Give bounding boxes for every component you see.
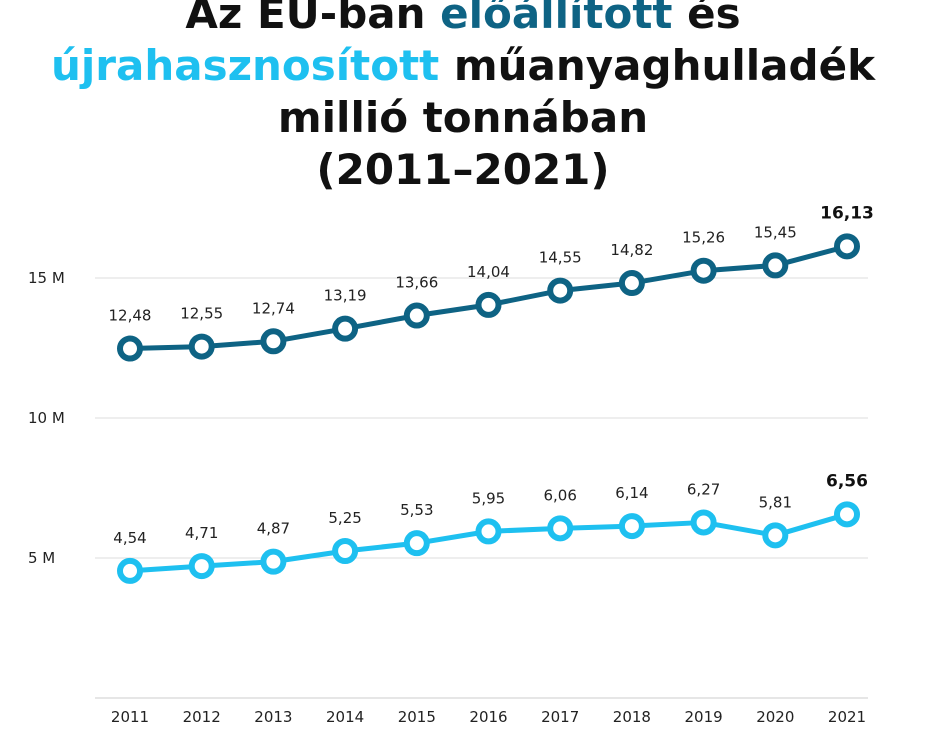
data-label-recycled: 5,25 xyxy=(328,509,361,527)
data-point-recycled xyxy=(332,538,359,564)
data-label-produced: 12,48 xyxy=(109,307,152,325)
data-point-produced xyxy=(475,291,502,318)
data-point-recycled xyxy=(117,557,143,584)
title-line-2: újrahasznosított műanyaghulladék xyxy=(0,40,926,92)
data-point-recycled xyxy=(690,509,717,536)
data-label-recycled: 6,06 xyxy=(543,486,576,504)
y-tick-label: 15 M xyxy=(28,269,65,287)
data-point-recycled xyxy=(834,501,860,528)
x-tick-label: 2012 xyxy=(183,708,221,726)
data-label-recycled: 4,71 xyxy=(185,524,218,542)
data-label-produced: 14,55 xyxy=(539,249,582,267)
data-point-produced xyxy=(618,270,645,297)
data-point-produced xyxy=(403,302,430,329)
x-tick-label: 2019 xyxy=(685,708,723,726)
data-label-produced: 14,82 xyxy=(610,241,653,259)
x-tick-label: 2016 xyxy=(469,708,507,726)
x-tick-label: 2014 xyxy=(326,708,364,726)
title-highlight-recycled: újrahasznosított xyxy=(50,41,440,90)
data-label-produced: 15,26 xyxy=(682,229,725,247)
data-point-produced xyxy=(834,233,860,260)
data-label-recycled: 4,87 xyxy=(257,520,290,538)
data-label-produced: 12,55 xyxy=(180,305,223,323)
data-point-produced xyxy=(547,277,574,304)
title-line-1: Az EU-ban előállított és xyxy=(0,0,926,40)
title-part-2: és xyxy=(672,0,741,38)
data-point-recycled xyxy=(188,553,215,580)
data-point-recycled xyxy=(762,522,789,549)
x-tick-label: 2021 xyxy=(828,708,866,726)
y-tick-label: 10 M xyxy=(28,409,65,427)
data-label-produced: 15,45 xyxy=(754,223,797,241)
data-point-recycled xyxy=(260,548,287,575)
data-label-produced: 12,74 xyxy=(252,299,295,317)
x-tick-label: 2013 xyxy=(254,708,292,726)
x-tick-label: 2020 xyxy=(756,708,794,726)
data-label-recycled: 6,56 xyxy=(826,471,868,491)
x-tick-label: 2015 xyxy=(398,708,436,726)
data-label-produced: 13,19 xyxy=(324,287,367,305)
data-label-produced: 14,04 xyxy=(467,263,510,281)
data-point-produced xyxy=(117,335,143,362)
title-line-3: millió tonnában xyxy=(277,93,649,142)
data-point-recycled xyxy=(547,515,574,542)
data-point-produced xyxy=(332,315,359,342)
x-tick-label: 2017 xyxy=(541,708,579,726)
title-part-1: Az EU-ban xyxy=(185,0,441,38)
data-point-produced xyxy=(762,252,789,279)
data-point-recycled xyxy=(618,513,645,540)
data-label-recycled: 4,54 xyxy=(113,529,146,547)
data-label-produced: 13,66 xyxy=(395,274,438,292)
title-part-3: műanyaghulladék xyxy=(439,41,875,90)
x-tick-label: 2018 xyxy=(613,708,651,726)
data-point-produced xyxy=(260,328,287,355)
y-tick-label: 5 M xyxy=(28,549,55,567)
chart-title: Az EU-ban előállított és újrahasznosítot… xyxy=(0,0,926,196)
data-point-produced xyxy=(188,333,215,360)
data-point-recycled xyxy=(475,518,502,545)
title-highlight-produced: előállított xyxy=(440,0,673,38)
data-label-recycled: 5,95 xyxy=(472,489,505,507)
data-label-recycled: 5,53 xyxy=(400,501,433,519)
data-point-recycled xyxy=(403,530,430,557)
data-point-produced xyxy=(690,257,717,284)
x-tick-label: 2011 xyxy=(111,708,149,726)
data-label-recycled: 5,81 xyxy=(759,493,792,511)
title-line-4: (2011–2021) xyxy=(316,145,610,194)
data-label-recycled: 6,27 xyxy=(687,480,720,498)
data-label-recycled: 6,14 xyxy=(615,484,648,502)
data-label-produced: 16,13 xyxy=(820,203,874,223)
